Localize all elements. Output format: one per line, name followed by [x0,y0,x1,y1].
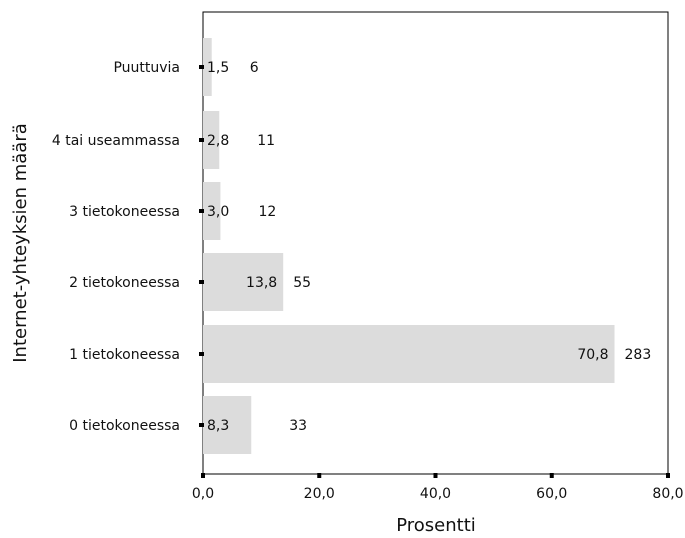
y-tick-5 [199,423,204,427]
category-label-2: 3 tietokoneessa [69,204,180,220]
percent-label-1: 2,8 [207,133,229,149]
x-tick-label-2: 40,0 [420,486,451,502]
percent-label-0: 1,5 [207,60,229,76]
x-tick-label-0: 0,0 [192,486,214,502]
category-label-4: 1 tietokoneessa [69,347,180,363]
percent-label-2: 3,0 [207,204,229,220]
percent-label-4: 70,8 [577,347,608,363]
bar-1 [203,111,220,169]
count-label-3: 55 [293,275,311,291]
bar-5 [203,396,252,454]
y-tick-4 [199,352,204,356]
y-tick-2 [199,209,204,213]
category-label-5: 0 tietokoneessa [69,418,180,434]
x-axis: 0,0 20,0 40,0 60,0 80,0 [192,473,684,502]
x-tick-2 [433,473,438,478]
y-tick-1 [199,138,204,142]
percent-label-3: 13,8 [246,275,277,291]
x-axis-title: Prosentti [396,515,476,536]
bar-3 [203,253,284,311]
x-tick-4 [666,473,670,478]
x-tick-3 [549,473,554,478]
y-tick-0 [199,65,204,69]
count-label-4: 283 [625,347,652,363]
category-label-0: Puuttuvia [113,60,180,76]
percent-label-5: 8,3 [207,418,229,434]
x-tick-0 [201,473,205,478]
count-label-1: 11 [257,133,275,149]
x-tick-label-1: 20,0 [304,486,335,502]
bars-group: Puuttuvia 1,5 6 4 tai useammassa 2,8 11 3 tiet… [52,38,651,454]
bar-2 [203,182,221,240]
x-tick-1 [317,473,322,478]
y-axis-title: Internet-yhteyksien määrä [10,123,31,363]
x-tick-label-3: 60,0 [536,486,567,502]
plot-frame [202,11,669,475]
count-label-2: 12 [258,204,276,220]
y-tick-3 [199,280,204,284]
category-label-1: 4 tai useammassa [52,133,180,149]
bar-4 [203,325,615,383]
count-label-5: 33 [289,418,307,434]
x-tick-label-4: 80,0 [652,486,683,502]
category-label-3: 2 tietokoneessa [69,275,180,291]
count-label-0: 6 [250,60,259,76]
bar-0 [203,38,212,96]
